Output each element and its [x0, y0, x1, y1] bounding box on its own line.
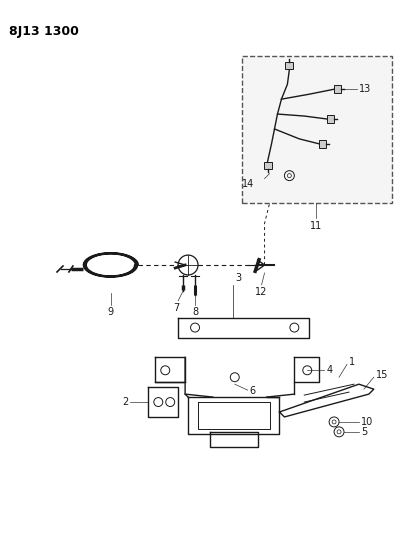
- Text: 14: 14: [242, 179, 255, 189]
- Bar: [327, 115, 334, 123]
- Text: 12: 12: [256, 287, 268, 297]
- Bar: [285, 62, 293, 69]
- Text: 9: 9: [108, 306, 114, 317]
- Text: 8J13 1300: 8J13 1300: [9, 25, 79, 38]
- Bar: [334, 85, 341, 93]
- Text: 11: 11: [310, 221, 322, 231]
- Text: 6: 6: [250, 386, 256, 396]
- Text: 3: 3: [236, 273, 242, 283]
- Text: 7: 7: [173, 303, 179, 313]
- Text: 5: 5: [361, 427, 367, 437]
- Bar: [264, 161, 272, 168]
- Bar: [242, 56, 392, 204]
- Text: 15: 15: [376, 370, 388, 380]
- Text: 10: 10: [361, 417, 373, 427]
- Text: 13: 13: [359, 84, 371, 94]
- Text: 8: 8: [192, 306, 198, 317]
- Text: 2: 2: [122, 397, 129, 407]
- Bar: [319, 140, 326, 148]
- Text: 4: 4: [326, 365, 332, 375]
- Text: 1: 1: [349, 357, 355, 367]
